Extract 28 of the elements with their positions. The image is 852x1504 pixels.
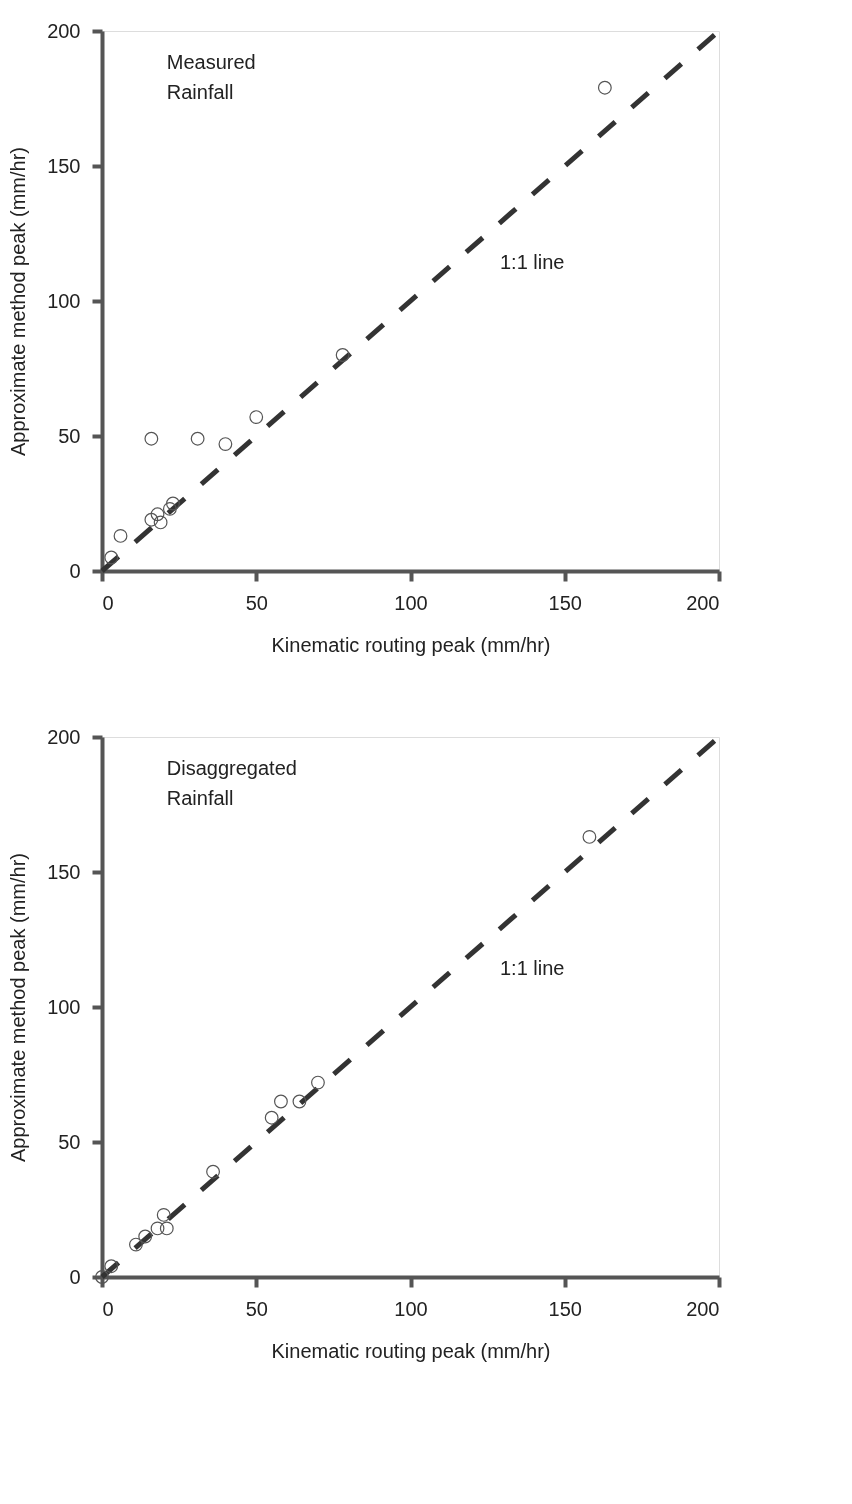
x-tick-label: 200 <box>686 591 720 614</box>
y-tick-label: 100 <box>47 289 81 312</box>
y-tick-label: 0 <box>69 559 81 582</box>
y-tick-label: 0 <box>69 1265 81 1288</box>
annotation: Measured Rainfall <box>166 50 256 103</box>
x-tick-label: 100 <box>394 591 428 614</box>
x-tick-label: 200 <box>686 1297 720 1320</box>
y-tick-label: 150 <box>47 154 81 177</box>
x-tick-label: 0 <box>102 1297 114 1320</box>
y-tick-label: 100 <box>47 995 81 1018</box>
y-tick-label: 200 <box>47 19 81 42</box>
y-tick-label: 50 <box>58 424 81 447</box>
x-axis-title: Kinematic routing peak (mm/hr) <box>271 1339 551 1362</box>
x-axis-title: Kinematic routing peak (mm/hr) <box>271 633 551 656</box>
x-tick-label: 150 <box>548 591 582 614</box>
y-tick-label: 200 <box>47 725 81 748</box>
x-tick-label: 100 <box>394 1297 428 1320</box>
y-tick-label: 50 <box>58 1130 81 1153</box>
x-tick-label: 150 <box>548 1297 582 1320</box>
y-tick-label: 150 <box>47 860 81 883</box>
series-label: 1:1 line <box>499 957 565 980</box>
y-axis-title: Approximate method peak (mm/hr) <box>7 852 30 1163</box>
annotation: Disaggregated Rainfall <box>166 756 297 809</box>
x-tick-label: 0 <box>102 591 114 614</box>
y-axis-title: Approximate method peak (mm/hr) <box>7 146 30 457</box>
x-tick-label: 50 <box>245 1297 268 1320</box>
series-label: 1:1 line <box>499 251 565 274</box>
x-tick-label: 50 <box>245 591 268 614</box>
